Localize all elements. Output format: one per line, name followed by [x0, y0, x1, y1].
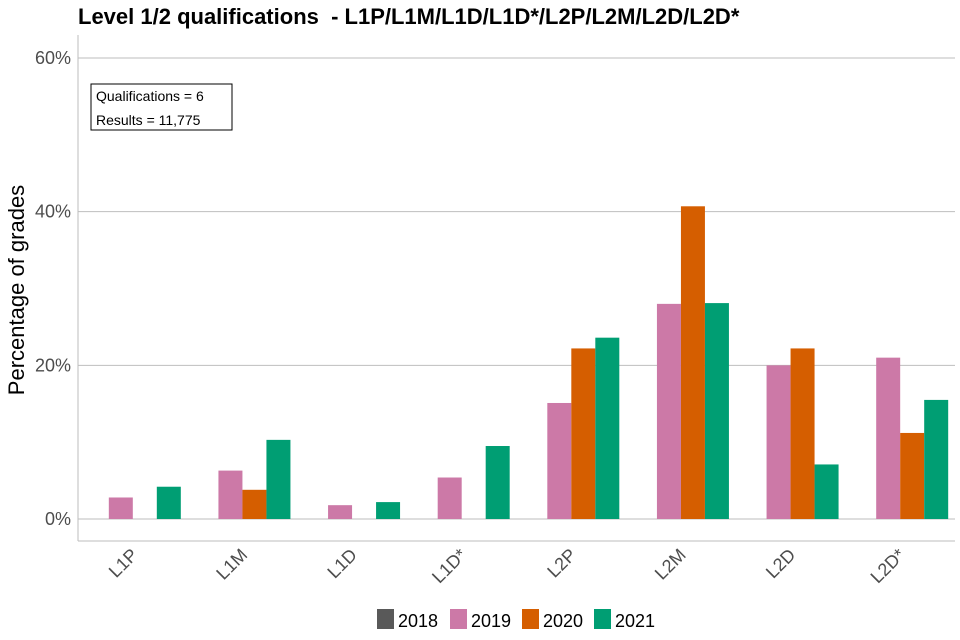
legend-label: 2018 [398, 611, 438, 631]
legend-label: 2019 [471, 611, 511, 631]
y-tick-label: 20% [35, 355, 71, 375]
bars [108, 206, 949, 519]
bar-L2D-2020 [790, 348, 815, 519]
x-tick-label: L1P [105, 545, 142, 582]
bar-L1M-2021 [266, 439, 291, 519]
bar-L2D-2021 [814, 464, 839, 519]
axes [77, 35, 955, 542]
annotation-box: Qualifications = 6 Results = 11,775 [90, 83, 233, 131]
bar-L1D-2021 [376, 502, 401, 519]
annotation-results: Results = 11,775 [96, 112, 201, 128]
x-tick-labels: L1P L1M L1D L1D* L2P L2M L2D L2D* [105, 545, 909, 587]
bar-L1P-2021 [156, 486, 181, 519]
x-tick-label: L2P [543, 545, 580, 582]
legend-label: 2021 [615, 611, 655, 631]
chart-title: Level 1/2 qualifications - L1P/L1M/L1D/L… [78, 4, 740, 29]
legend-swatch [377, 609, 394, 629]
x-tick-label: L1D [323, 545, 360, 582]
x-tick-label: L1D* [428, 545, 470, 587]
y-tick-label: 40% [35, 202, 71, 222]
bar-L1P-2019 [108, 497, 133, 519]
y-tick-labels: 0% 20% 40% 60% [35, 48, 71, 529]
legend: 2018 2019 2020 2021 [377, 609, 655, 631]
y-tick-label: 0% [45, 509, 71, 529]
legend-item-2020: 2020 [522, 609, 583, 631]
x-tick-label: L2M [651, 545, 690, 584]
legend-item-2019: 2019 [450, 609, 511, 631]
bar-L1D*-2021 [485, 446, 510, 519]
legend-swatch [450, 609, 467, 629]
bar-L2P-2021 [595, 337, 620, 519]
bar-L2P-2019 [547, 402, 572, 519]
bar-L2M-2020 [680, 206, 705, 519]
legend-label: 2020 [543, 611, 583, 631]
y-axis-label: Percentage of grades [4, 185, 29, 395]
bar-L1M-2020 [242, 489, 267, 519]
bar-L2D*-2020 [900, 432, 925, 519]
bar-L2D*-2021 [924, 399, 949, 519]
legend-swatch [522, 609, 539, 629]
annotation-qualifications: Qualifications = 6 [96, 88, 204, 104]
bar-L1M-2019 [218, 470, 243, 519]
legend-swatch [594, 609, 611, 629]
bar-L2M-2021 [704, 303, 729, 519]
y-tick-label: 60% [35, 48, 71, 68]
x-tick-label: L2D [762, 545, 799, 582]
bar-L1D*-2019 [437, 477, 462, 519]
x-tick-label: L2D* [867, 545, 909, 587]
bar-L2M-2019 [656, 303, 681, 519]
bar-L2D*-2019 [876, 357, 901, 519]
legend-item-2021: 2021 [594, 609, 655, 631]
bar-L1D-2019 [328, 505, 353, 519]
bar-L2P-2020 [571, 348, 596, 519]
x-tick-label: L1M [212, 545, 251, 584]
bar-L2D-2019 [766, 365, 791, 519]
legend-item-2018: 2018 [377, 609, 438, 631]
